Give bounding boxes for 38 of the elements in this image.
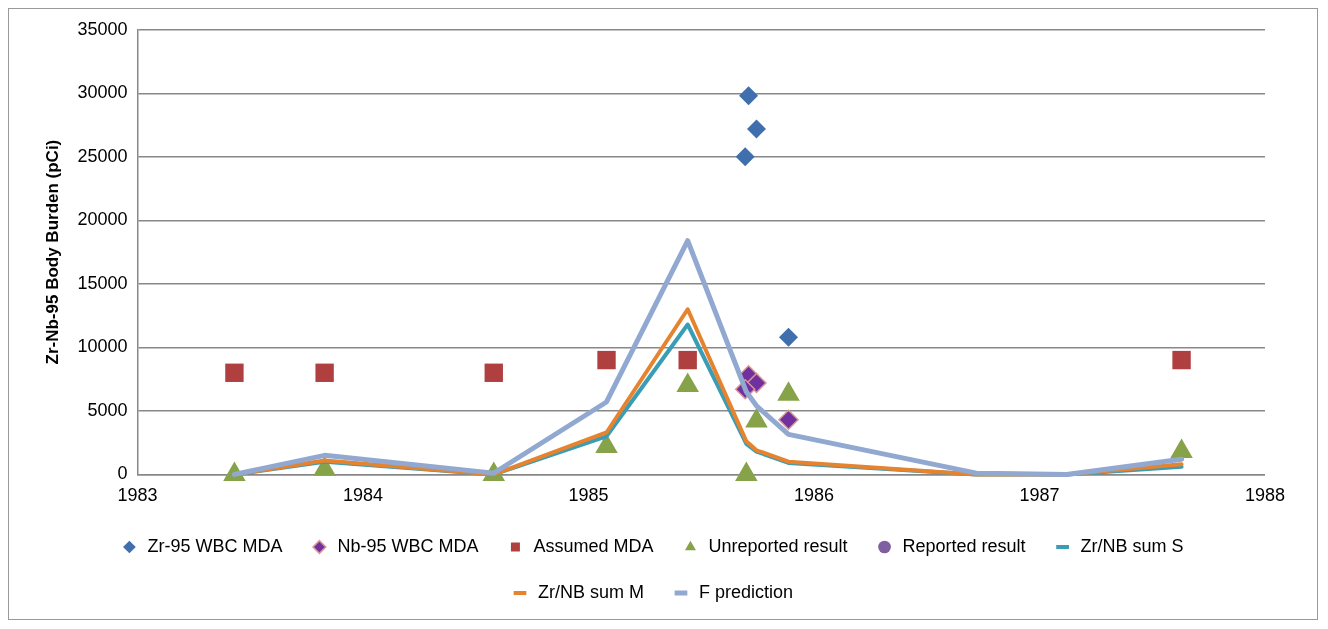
- y-tick-label: 5000: [87, 399, 128, 420]
- x-tick-label: 1985: [568, 485, 609, 506]
- point: [484, 363, 503, 382]
- y-tick-label: 15000: [77, 272, 128, 293]
- point: [676, 372, 699, 392]
- point: [739, 86, 759, 106]
- legend-label: F prediction: [698, 581, 794, 602]
- legend-label: Zr-95 WBC MDA: [147, 535, 283, 556]
- y-tick-label: 35000: [77, 18, 128, 39]
- point: [597, 350, 616, 370]
- legend-label: Assumed MDA: [533, 535, 654, 556]
- point: [745, 408, 768, 428]
- legend-label: Zr/NB sum S: [1080, 535, 1184, 556]
- x-tick-label: 1988: [1244, 485, 1286, 506]
- y-tick-label: 10000: [77, 336, 128, 357]
- x-tick-label: 1987: [1019, 485, 1060, 506]
- legend-label: Unreported result: [708, 535, 848, 556]
- point: [779, 327, 798, 347]
- legend-label: Reported result: [902, 535, 1026, 556]
- y-axis-title: Zr-Nb-95 Body Burden (pCi): [42, 139, 62, 365]
- point: [315, 363, 334, 382]
- y-tick-label: 25000: [77, 145, 128, 166]
- x-tick-label: 1986: [793, 485, 834, 506]
- y-tick-label: 0: [117, 463, 128, 484]
- point: [777, 381, 800, 401]
- point: [735, 461, 758, 481]
- x-tick-label: 1984: [342, 485, 383, 506]
- y-tick-label: 30000: [77, 82, 128, 103]
- legend-label: Nb-95 WBC MDA: [337, 535, 479, 556]
- legend-label: Zr/NB sum M: [537, 581, 644, 602]
- point: [746, 119, 766, 139]
- point: [1172, 350, 1191, 370]
- point: [678, 350, 697, 370]
- y-tick-label: 20000: [77, 209, 128, 230]
- x-tick-label: 1983: [117, 485, 158, 506]
- point: [225, 363, 244, 382]
- point: [1170, 438, 1193, 459]
- point: [735, 147, 755, 167]
